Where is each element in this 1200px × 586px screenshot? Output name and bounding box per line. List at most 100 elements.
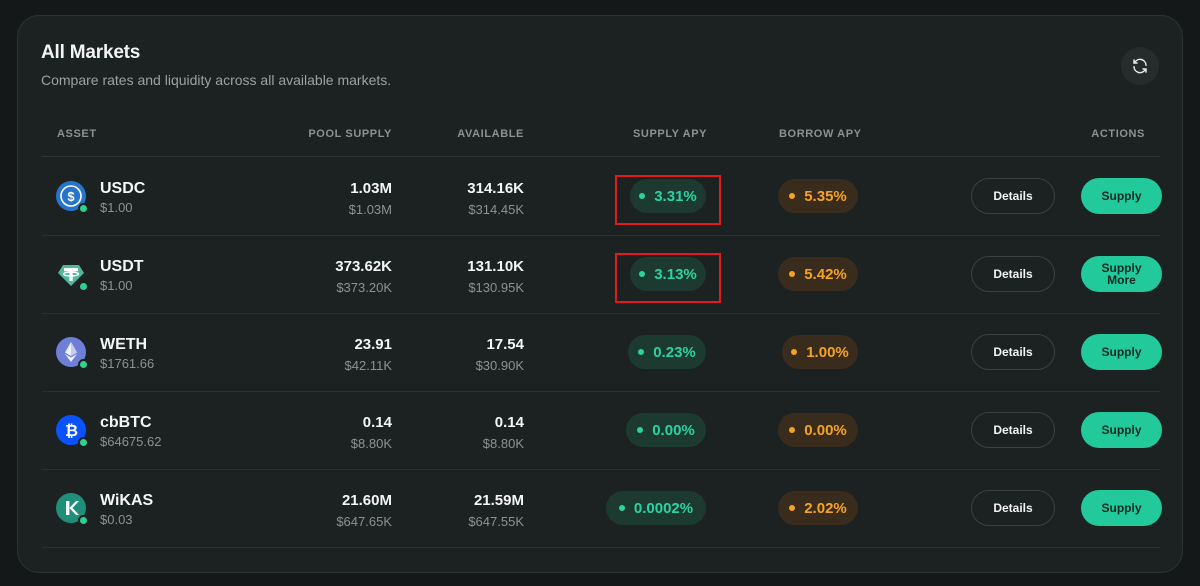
highlight-box bbox=[615, 175, 721, 225]
borrow-apy-value: 2.02% bbox=[804, 499, 847, 517]
table-row: WETH $1761.66 23.91 $42.11K 17.54 $30.90… bbox=[42, 314, 1162, 392]
asset-price: $64675.62 bbox=[100, 434, 162, 449]
highlight-box bbox=[615, 253, 721, 303]
supply-apy-value: 3.31% bbox=[654, 187, 697, 205]
supply-button[interactable]: Supply bbox=[1081, 334, 1162, 370]
table-row: USDT $1.00 373.62K $373.20K 131.10K $130… bbox=[42, 236, 1162, 314]
page-title: All Markets bbox=[41, 42, 141, 63]
cbbtc-icon: ₿ bbox=[56, 415, 86, 445]
supply-apy-value: 0.00% bbox=[652, 421, 695, 439]
supply-more-button[interactable]: Supply More bbox=[1081, 256, 1162, 292]
markets-card: All Markets Compare rates and liquidity … bbox=[17, 15, 1183, 573]
available-value: 0.14 bbox=[494, 414, 524, 431]
table-header: ASSET POOL SUPPLY AVAILABLE SUPPLY APY B… bbox=[42, 119, 1160, 157]
svg-text:$: $ bbox=[67, 189, 75, 204]
borrow-apy-badge: 1.00% bbox=[782, 335, 858, 369]
column-header-asset: ASSET bbox=[57, 128, 97, 140]
pool-supply-usd: $647.65K bbox=[336, 514, 392, 529]
available-value: 17.54 bbox=[486, 336, 524, 353]
details-button[interactable]: Details bbox=[971, 412, 1055, 448]
column-header-supply-apy: SUPPLY APY bbox=[633, 128, 708, 140]
supply-apy-badge: 3.13% bbox=[630, 257, 706, 291]
details-button[interactable]: Details bbox=[971, 490, 1055, 526]
dot-icon bbox=[789, 271, 796, 277]
status-dot bbox=[78, 515, 89, 526]
borrow-apy-badge: 5.35% bbox=[778, 179, 858, 213]
wikas-icon bbox=[56, 493, 86, 523]
supply-button[interactable]: Supply bbox=[1081, 178, 1162, 214]
column-header-pool-supply: POOL SUPPLY bbox=[308, 128, 392, 140]
supply-apy-badge: 3.31% bbox=[630, 179, 706, 213]
asset-name: cbBTC bbox=[100, 414, 152, 431]
asset-name: USDC bbox=[100, 180, 146, 197]
status-dot bbox=[78, 359, 89, 370]
usdc-icon: $ bbox=[56, 181, 86, 211]
available-value: 21.59M bbox=[473, 492, 524, 509]
borrow-apy-value: 1.00% bbox=[806, 343, 849, 361]
borrow-apy-badge: 5.42% bbox=[778, 257, 858, 291]
details-button[interactable]: Details bbox=[971, 178, 1055, 214]
refresh-icon bbox=[1133, 58, 1147, 74]
dot-icon bbox=[618, 505, 625, 511]
available-usd: $30.90K bbox=[475, 358, 524, 373]
pool-supply-value: 23.91 bbox=[354, 336, 392, 353]
borrow-apy-value: 0.00% bbox=[804, 421, 847, 439]
borrow-apy-badge: 0.00% bbox=[778, 413, 858, 447]
supply-apy-badge: 0.23% bbox=[628, 335, 706, 369]
table-row: WiKAS $0.03 21.60M $647.65K 21.59M $647.… bbox=[42, 470, 1162, 548]
available-value: 131.10K bbox=[467, 258, 524, 275]
svg-text:₿: ₿ bbox=[65, 422, 78, 440]
refresh-button[interactable] bbox=[1121, 47, 1159, 85]
supply-apy-badge: 0.0002% bbox=[606, 491, 706, 525]
dot-icon bbox=[638, 349, 645, 355]
pool-supply-value: 1.03M bbox=[350, 180, 392, 197]
column-header-borrow-apy: BORROW APY bbox=[779, 128, 862, 140]
available-usd: $130.95K bbox=[468, 280, 524, 295]
available-value: 314.16K bbox=[467, 180, 524, 197]
column-header-actions: ACTIONS bbox=[1091, 128, 1145, 140]
asset-price: $0.03 bbox=[100, 512, 133, 527]
usdt-icon bbox=[56, 259, 86, 289]
pool-supply-value: 0.14 bbox=[362, 414, 392, 431]
details-button[interactable]: Details bbox=[971, 334, 1055, 370]
supply-apy-value: 0.23% bbox=[653, 343, 696, 361]
available-usd: $8.80K bbox=[482, 436, 524, 451]
borrow-apy-value: 5.42% bbox=[804, 265, 847, 283]
asset-name: WETH bbox=[100, 336, 148, 353]
pool-supply-usd: $373.20K bbox=[336, 280, 392, 295]
available-usd: $314.45K bbox=[468, 202, 524, 217]
dot-icon bbox=[639, 271, 646, 277]
table-row: $ USDC $1.00 1.03M $1.03M 314.16K $314.4… bbox=[42, 158, 1162, 236]
available-usd: $647.55K bbox=[468, 514, 524, 529]
pool-supply-usd: $42.11K bbox=[344, 358, 392, 373]
dot-icon bbox=[639, 193, 646, 199]
pool-supply-value: 373.62K bbox=[335, 258, 392, 275]
asset-name: USDT bbox=[100, 258, 144, 275]
page-subtitle: Compare rates and liquidity across all a… bbox=[41, 72, 392, 88]
markets-table-body: $ USDC $1.00 1.03M $1.03M 314.16K $314.4… bbox=[42, 158, 1162, 548]
table-row: ₿ cbBTC $64675.62 0.14 $8.80K 0.14 $8.80… bbox=[42, 392, 1162, 470]
status-dot bbox=[78, 281, 89, 292]
column-header-available: AVAILABLE bbox=[457, 128, 524, 140]
supply-apy-value: 0.0002% bbox=[633, 499, 694, 517]
weth-icon bbox=[56, 337, 86, 367]
asset-name: WiKAS bbox=[100, 492, 154, 509]
pool-supply-value: 21.60M bbox=[341, 492, 392, 509]
asset-price: $1.00 bbox=[100, 278, 133, 293]
status-dot bbox=[78, 437, 89, 448]
supply-button[interactable]: Supply bbox=[1081, 412, 1162, 448]
pool-supply-usd: $8.80K bbox=[350, 436, 392, 451]
dot-icon bbox=[791, 349, 798, 355]
borrow-apy-value: 5.35% bbox=[804, 187, 847, 205]
details-button[interactable]: Details bbox=[971, 256, 1055, 292]
asset-price: $1.00 bbox=[100, 200, 133, 215]
dot-icon bbox=[789, 505, 796, 511]
supply-apy-badge: 0.00% bbox=[626, 413, 706, 447]
dot-icon bbox=[637, 427, 644, 433]
supply-button[interactable]: Supply bbox=[1081, 490, 1162, 526]
dot-icon bbox=[789, 193, 796, 199]
supply-apy-value: 3.13% bbox=[654, 265, 697, 283]
borrow-apy-badge: 2.02% bbox=[778, 491, 858, 525]
status-dot bbox=[78, 203, 89, 214]
pool-supply-usd: $1.03M bbox=[348, 202, 392, 217]
